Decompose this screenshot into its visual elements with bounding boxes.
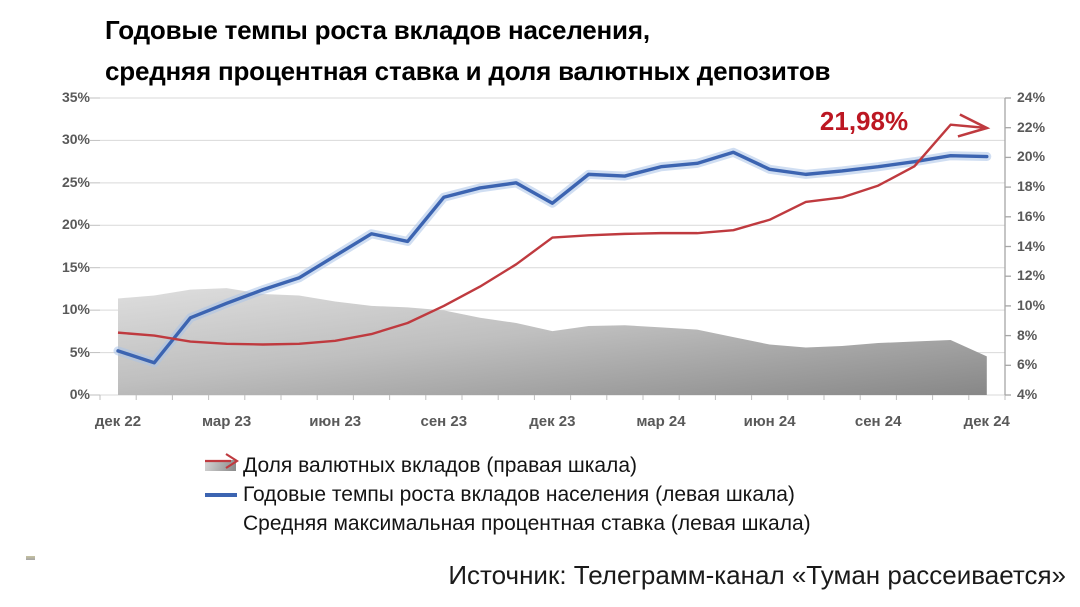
y-axis-right-label: 10% bbox=[1017, 296, 1046, 313]
y-axis-right-label: 20% bbox=[1017, 148, 1046, 165]
chart-title: Годовые темпы роста вкладов населения, с… bbox=[105, 10, 831, 92]
x-axis-label: дек 22 bbox=[94, 413, 142, 430]
y-axis-right-label: 16% bbox=[1017, 207, 1046, 224]
y-axis-left-label: 0% bbox=[69, 386, 90, 402]
chart-title-line1: Годовые темпы роста вкладов населения, bbox=[105, 15, 650, 45]
y-axis-left-label: 15% bbox=[61, 258, 90, 275]
x-axis-label: сен 24 bbox=[854, 413, 902, 430]
legend-item-max-rate: Средняя максимальная процентная ставка (… bbox=[205, 453, 811, 538]
y-axis-right-label: 6% bbox=[1017, 356, 1038, 373]
stray-dash-artifact bbox=[26, 556, 35, 560]
y-axis-left-label: 10% bbox=[61, 301, 90, 318]
x-axis-label: мар 23 bbox=[201, 413, 252, 430]
legend: Доля валютных вкладов (правая шкала) Год… bbox=[205, 451, 811, 538]
legend-item-fx-share: Доля валютных вкладов (правая шкала) bbox=[205, 451, 811, 480]
x-axis-label: июн 23 bbox=[309, 413, 362, 430]
x-axis-label: дек 24 bbox=[963, 413, 1010, 430]
source-caption: Источник: Телеграмм-канал «Туман рассеив… bbox=[448, 560, 1066, 590]
legend-item-deposit-growth: Годовые темпы роста вкладов населения (л… bbox=[205, 480, 811, 509]
y-axis-right-label: 12% bbox=[1017, 267, 1046, 284]
y-axis-right-label: 8% bbox=[1017, 326, 1038, 343]
y-axis-left-label: 25% bbox=[61, 173, 90, 190]
x-axis-label: мар 24 bbox=[636, 413, 686, 430]
x-axis-label: сен 23 bbox=[420, 413, 468, 430]
legend-label: Годовые темпы роста вкладов населения (л… bbox=[243, 482, 795, 506]
area-swatch-icon bbox=[205, 460, 239, 471]
legend-label: Средняя максимальная процентная ставка (… bbox=[243, 511, 811, 535]
y-axis-right-label: 18% bbox=[1017, 178, 1046, 195]
x-axis-label: дек 23 bbox=[529, 413, 576, 430]
y-axis-right-label: 14% bbox=[1017, 237, 1046, 254]
y-axis-right-label: 24% bbox=[1017, 89, 1046, 105]
x-axis-label: июн 24 bbox=[743, 413, 796, 430]
y-axis-left-label: 20% bbox=[61, 216, 90, 233]
y-axis-right-label: 22% bbox=[1017, 118, 1046, 135]
rate-annotation: 21,98% bbox=[819, 106, 909, 136]
blue-line-swatch-icon bbox=[205, 492, 239, 497]
chart-title-line2: средняя процентная ставка и доля валютны… bbox=[105, 56, 831, 86]
y-axis-left-label: 5% bbox=[69, 343, 90, 360]
legend-label: Доля валютных вкладов (правая шкала) bbox=[243, 453, 637, 477]
y-axis-left-label: 30% bbox=[61, 131, 90, 148]
y-axis-left-label: 35% bbox=[61, 89, 90, 105]
y-axis-right-label: 4% bbox=[1017, 386, 1038, 402]
